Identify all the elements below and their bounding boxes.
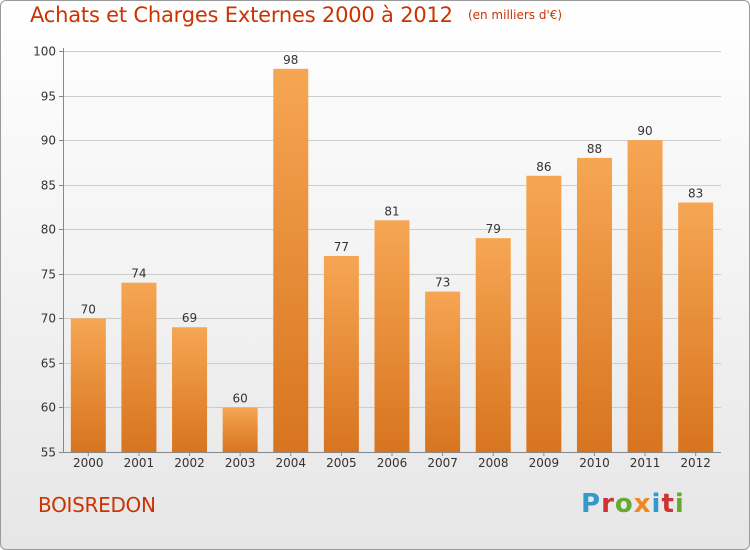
x-tick-label: 2012	[680, 456, 711, 470]
data-label: 74	[131, 267, 146, 281]
bar	[323, 255, 359, 452]
logo-letter: o	[614, 489, 634, 519]
y-tick-label: 85	[41, 179, 56, 193]
x-tick-label: 2003	[225, 456, 256, 470]
chart-title: Achats et Charges Externes 2000 à 2012	[30, 3, 453, 27]
data-label: 60	[233, 391, 248, 405]
chart-subtitle: (en milliers d'€)	[467, 8, 563, 22]
y-tick-label: 70	[41, 312, 56, 326]
logo-letter: i	[674, 489, 685, 519]
bar	[70, 318, 106, 452]
bar	[475, 238, 511, 452]
data-label: 70	[81, 302, 96, 316]
y-tick-label: 100	[33, 45, 56, 59]
logo-letter: P	[581, 489, 602, 519]
data-label: 98	[283, 53, 298, 67]
y-tick-label: 75	[41, 268, 56, 282]
logo-letter: x	[633, 489, 652, 519]
data-label: 77	[334, 240, 349, 254]
data-label: 73	[435, 276, 450, 290]
data-label: 88	[587, 142, 602, 156]
x-tick-label: 2001	[124, 456, 155, 470]
data-label: 69	[182, 311, 197, 325]
data-label: 90	[637, 124, 652, 138]
label-layer: 70 74 69 60 98 77 81 73 79 86 88 90 83	[81, 53, 704, 406]
y-tick-label: 60	[41, 401, 56, 415]
bar	[374, 220, 410, 452]
data-label: 81	[384, 204, 399, 218]
x-tick-label: 2004	[275, 456, 306, 470]
bar	[627, 140, 663, 452]
bar	[678, 202, 714, 452]
data-label: 86	[536, 160, 551, 174]
y-tick-label: 65	[41, 357, 56, 371]
y-tick-label: 80	[41, 223, 56, 237]
bar	[425, 291, 461, 452]
y-tick-label: 55	[41, 446, 56, 460]
y-tick-label: 90	[41, 134, 56, 148]
title-row: Achats et Charges Externes 2000 à 2012 (…	[30, 3, 562, 27]
logo-letter: t	[661, 489, 675, 519]
y-tick-label: 95	[41, 90, 56, 104]
axis-layer: 55 60 65 70 75 80 85 90 95 100 2000 2001 2002 2003 200…	[33, 45, 721, 470]
x-tick-label: 2011	[630, 456, 661, 470]
proxiti-logo[interactable]: Proxiti	[581, 489, 685, 519]
data-label: 79	[486, 222, 501, 236]
bar	[576, 157, 612, 452]
x-tick-label: 2002	[174, 456, 205, 470]
bar	[273, 68, 309, 453]
x-tick-label: 2010	[579, 456, 610, 470]
x-tick-label: 2006	[377, 456, 408, 470]
bar	[121, 282, 157, 452]
bar-layer	[70, 68, 714, 453]
x-tick-label: 2007	[427, 456, 458, 470]
logo-letter: i	[651, 489, 662, 519]
bar	[526, 175, 562, 452]
logo-letter: r	[601, 489, 615, 519]
x-tick-label: 2005	[326, 456, 357, 470]
x-tick-label: 2009	[529, 456, 560, 470]
x-tick-label: 2008	[478, 456, 509, 470]
commune-name: BOISREDON	[38, 493, 156, 517]
bar	[172, 327, 208, 452]
x-tick-label: 2000	[73, 456, 104, 470]
bar	[222, 407, 258, 452]
data-label: 83	[688, 186, 703, 200]
